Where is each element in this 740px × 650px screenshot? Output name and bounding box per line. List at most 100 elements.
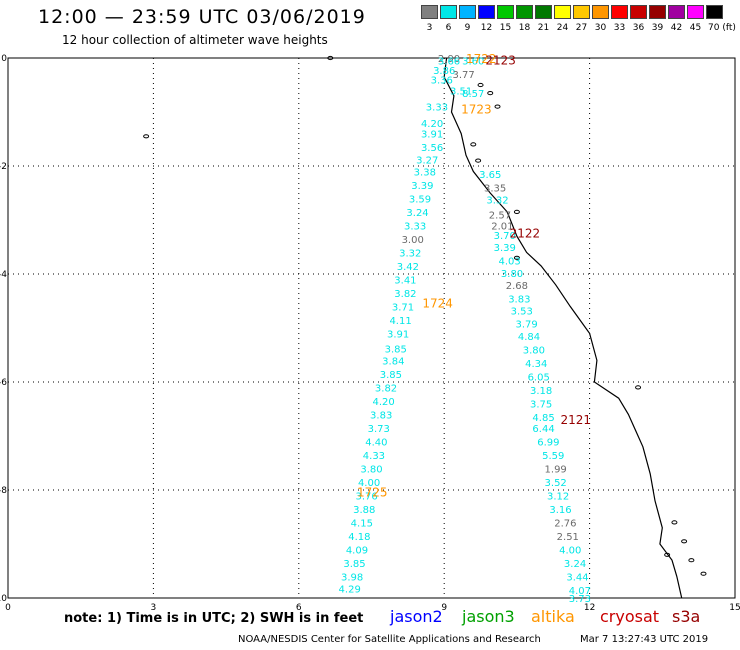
legend-swatch	[592, 5, 609, 19]
wave-height-value: 3.52	[545, 478, 567, 489]
wave-height-value: 8.57	[462, 89, 484, 100]
pass-label-cryosat: 2122	[510, 227, 541, 241]
legend-label: 42	[670, 23, 683, 33]
wave-height-value: 3.59	[409, 194, 431, 205]
footer-note: note: 1) Time is in UTC; 2) SWH is in fe…	[64, 611, 364, 626]
wave-height-value: 3.86	[433, 66, 455, 77]
wave-height-value: 4.15	[351, 518, 373, 529]
island-shape	[671, 520, 678, 525]
legend-label: 30	[594, 23, 607, 33]
wave-height-value: 3.32	[486, 195, 508, 206]
x-tick-label: 12	[584, 603, 595, 613]
satellite-legend-cryosat: cryosat	[600, 607, 660, 626]
pass-label-altika: 1723	[461, 102, 492, 116]
wave-height-value: 2.68	[506, 281, 528, 292]
wave-height-value: 3.36	[431, 76, 453, 87]
wave-height-value: 3.83	[508, 294, 530, 305]
legend-label: 45	[689, 23, 702, 33]
wave-height-value: 3.77	[452, 70, 474, 81]
wave-height-value: 1.99	[545, 464, 567, 475]
legend-swatch	[706, 5, 723, 19]
island-shape	[143, 134, 150, 139]
map-grid	[7, 57, 736, 599]
island-shape	[664, 552, 671, 557]
wave-height-value: 3.73	[368, 424, 390, 435]
wave-height-value: 4.20	[421, 119, 443, 130]
coastline	[143, 55, 707, 599]
satellite-legend-s3a: s3a	[672, 607, 701, 626]
wave-height-value: 3.56	[421, 143, 443, 154]
legend-label: 12	[480, 23, 493, 33]
legend-swatch	[459, 5, 476, 19]
legend-label: 27	[575, 23, 588, 33]
legend-label: 21	[537, 23, 550, 33]
wave-height-value: 4.33	[363, 451, 385, 462]
island-shape	[700, 571, 707, 576]
wave-height-value: 3.18	[530, 386, 552, 397]
legend-swatch	[440, 5, 457, 19]
legend-label: 39	[651, 23, 664, 33]
y-tick-label: -4	[0, 270, 7, 280]
wave-height-value: 4.18	[348, 532, 370, 543]
wave-height-value: 4.40	[365, 437, 387, 448]
island-shape	[681, 539, 688, 544]
satellite-legend-altika: altika	[531, 607, 575, 626]
wave-height-value: 3.42	[397, 262, 419, 273]
wave-height-value: 4.34	[525, 359, 547, 370]
island-shape	[494, 104, 501, 109]
wave-height-value: 4.00	[358, 478, 380, 489]
legend-label: 9	[464, 23, 471, 33]
y-tick-label: -6	[0, 378, 7, 388]
wave-height-value: 2.76	[554, 518, 576, 529]
wave-height-value: 3.66	[438, 57, 460, 68]
wave-height-value: 2.01	[491, 221, 513, 232]
legend-swatch	[478, 5, 495, 19]
wave-height-value: 4.00	[559, 545, 581, 556]
axis-tick-labels: 0 3 6 9 12 15 0 -2 -4 -6 -8 -10	[0, 54, 740, 613]
legend-swatch	[554, 5, 571, 19]
x-tick-label: 3	[151, 603, 157, 613]
wave-height-value: 3.91	[387, 329, 409, 340]
wave-height-value: 4.29	[339, 584, 361, 595]
wave-height-value: 4.03	[498, 257, 520, 268]
pass-label-cryosat: 2121	[561, 413, 592, 427]
wave-height-value: 4.11	[389, 316, 411, 327]
wave-height-value: 3.53	[511, 307, 533, 318]
wave-height-value: 3.75	[530, 400, 552, 411]
wave-height-value: 3.85	[380, 370, 402, 381]
wave-height-value: 3.16	[549, 505, 571, 516]
wave-height-value: 2.90	[438, 54, 460, 65]
wave-height-value: 2.57	[489, 211, 511, 222]
wave-height-value: 3.24	[406, 208, 428, 219]
wave-height-value: 3.35	[484, 184, 506, 195]
wave-height-value: 3.82	[394, 289, 416, 300]
credit-line: NOAA/NESDIS Center for Satellite Applica…	[238, 634, 541, 645]
wave-height-value: 3.39	[494, 243, 516, 254]
legend-label: 3	[426, 23, 433, 33]
legend-swatch	[421, 5, 438, 19]
wave-height-value: 3.33	[426, 103, 448, 114]
y-tick-label: -2	[0, 162, 7, 172]
wave-height-value: 5.59	[542, 451, 564, 462]
wave-height-value: 3.85	[343, 559, 365, 570]
wave-height-value: 3.33	[404, 221, 426, 232]
wave-height-value: 4.85	[532, 413, 554, 424]
wave-height-value: 4.20	[372, 397, 394, 408]
wave-height-value: 3.76	[356, 491, 378, 502]
island-shape	[513, 209, 520, 214]
wave-height-value: 3.83	[370, 410, 392, 421]
legend-swatch	[573, 5, 590, 19]
island-shape	[635, 385, 642, 390]
pass-label-altika: 1724	[422, 297, 453, 311]
pass-label-altika: 1725	[357, 486, 388, 500]
island-shape	[327, 55, 334, 61]
wave-height-labels: 2.903.663.863.363.513.334.203.913.563.27…	[339, 54, 591, 605]
legend-swatch	[687, 5, 704, 19]
satellite-legend-jason3: jason3	[462, 607, 515, 626]
legend-swatch	[668, 5, 685, 19]
y-tick-label: -8	[0, 486, 7, 496]
pass-label-cryosat: 2123	[485, 54, 516, 68]
legend-swatch	[630, 5, 647, 19]
wave-height-value: 6.44	[532, 424, 554, 435]
wave-height-value: 3.12	[547, 491, 569, 502]
